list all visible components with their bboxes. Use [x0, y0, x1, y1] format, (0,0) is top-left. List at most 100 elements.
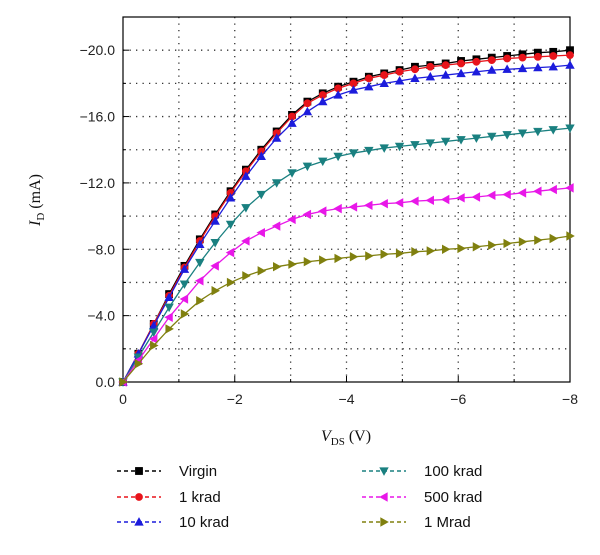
data-point-1-mrad: [426, 246, 436, 256]
data-point-500-krad: [379, 198, 388, 209]
data-point-1-mrad: [119, 377, 128, 387]
y-tick-label: −20.0: [80, 42, 116, 58]
y-axis-title: ID (mA): [27, 174, 47, 227]
data-point-10-krad: [195, 239, 205, 248]
data-point-10-krad: [471, 66, 482, 76]
data-point-500-krad: [394, 198, 404, 208]
legend-label: 10 krad: [179, 514, 229, 531]
data-point-1-krad: [364, 74, 373, 83]
data-point-10-krad: [394, 76, 405, 85]
data-point-1-mrad: [196, 295, 205, 306]
data-point-100-krad: [487, 132, 497, 142]
data-point-100-krad: [256, 190, 267, 200]
data-point-1-krad: [533, 52, 542, 61]
y-tick-label: −12.0: [80, 175, 116, 191]
y-tick-label: 0.0: [96, 374, 116, 390]
data-point-1-krad: [487, 56, 496, 65]
data-point-500-krad: [456, 193, 465, 203]
data-point-1-mrad: [566, 231, 575, 241]
data-point-500-krad: [486, 190, 496, 201]
data-point-500-krad: [210, 261, 219, 271]
data-point-1-mrad: [288, 259, 297, 269]
data-point-500-krad: [225, 247, 235, 258]
data-point-1-mrad: [534, 235, 543, 245]
series-line-virgin: [122, 49, 571, 383]
data-point-1-mrad: [242, 271, 251, 281]
data-point-100-krad: [394, 142, 405, 152]
data-point-100-krad: [195, 258, 205, 268]
data-point-1-mrad: [334, 253, 343, 264]
legend-item-1-mrad: 1 Mrad: [362, 514, 471, 531]
data-point-100-krad: [210, 238, 220, 248]
data-point-500-krad: [364, 200, 373, 211]
data-point-100-krad: [471, 134, 482, 143]
x-tick-label: −4: [339, 391, 355, 407]
data-point-100-krad: [410, 141, 420, 150]
data-point-100-krad: [149, 328, 159, 338]
data-point-1-mrad: [257, 266, 267, 276]
data-point-10-krad: [379, 78, 389, 88]
data-point-500-krad: [440, 194, 450, 205]
data-point-100-krad: [179, 280, 190, 289]
x-tick-label: −2: [227, 391, 243, 407]
legend-marker: [135, 467, 143, 475]
legend-item-100-krad: 100 krad: [362, 463, 482, 480]
data-point-1-mrad: [518, 237, 528, 247]
data-point-500-krad: [471, 192, 481, 202]
data-point-100-krad: [364, 146, 374, 156]
data-point-500-krad: [195, 276, 204, 286]
data-point-100-krad: [225, 220, 236, 230]
legend-label: 1 Mrad: [424, 514, 471, 531]
data-point-1-mrad: [442, 244, 451, 254]
data-point-1-mrad: [349, 252, 359, 262]
data-point-500-krad: [148, 334, 158, 344]
data-point-10-krad: [487, 65, 497, 74]
data-point-1-mrad: [457, 243, 466, 254]
axis-ticks: 0 −2 −4 −6 −8 0.0 −4.0 −8.0 −12.0 −16.0 −20.0: [80, 16, 578, 407]
legend-label: 1 krad: [179, 489, 221, 506]
data-point-100-krad: [456, 136, 466, 145]
data-point-1-mrad: [503, 238, 512, 249]
data-point-10-krad: [517, 63, 528, 73]
data-point-500-krad: [179, 294, 189, 304]
data-point-100-krad: [533, 127, 543, 137]
data-point-1-krad: [518, 53, 527, 62]
data-point-10-krad: [333, 90, 343, 99]
data-point-1-krad: [549, 52, 558, 60]
data-point-10-krad: [318, 96, 328, 106]
legend-label: 500 krad: [424, 489, 482, 506]
data-point-500-krad: [502, 189, 511, 200]
data-point-1-krad: [411, 65, 419, 74]
data-point-100-krad: [302, 162, 313, 172]
data-point-10-krad: [440, 70, 451, 79]
legend-item-500-krad: 500 krad: [362, 489, 482, 506]
legend-item-virgin: Virgin: [117, 463, 217, 480]
data-point-10-krad: [302, 106, 313, 116]
data-point-1-krad: [426, 62, 435, 71]
data-point-100-krad: [502, 131, 512, 140]
x-tick-label: −6: [450, 391, 466, 407]
legend-item-1-krad: 1 krad: [117, 489, 221, 506]
data-point-1-mrad: [180, 309, 190, 319]
data-point-100-krad: [425, 139, 436, 148]
data-point-10-krad: [225, 193, 236, 202]
data-point-500-krad: [333, 203, 342, 214]
legend-marker: [379, 467, 389, 476]
data-point-1-krad: [380, 71, 389, 79]
legend-label: 100 krad: [424, 463, 482, 480]
data-point-500-krad: [317, 206, 327, 216]
data-point-500-krad: [410, 196, 419, 206]
data-point-10-krad: [348, 85, 359, 94]
data-point-500-krad: [241, 236, 250, 246]
data-point-1-mrad: [134, 359, 144, 369]
series-line-500-krad: [122, 187, 571, 383]
y-tick-label: −4.0: [87, 308, 115, 324]
data-point-1-mrad: [226, 277, 236, 288]
data-point-10-krad: [179, 264, 190, 273]
series-line-10-krad: [122, 64, 571, 383]
series-1-krad: [119, 51, 574, 386]
data-point-100-krad: [517, 129, 528, 138]
data-point-10-krad: [533, 62, 543, 72]
data-point-10-krad: [410, 73, 420, 83]
